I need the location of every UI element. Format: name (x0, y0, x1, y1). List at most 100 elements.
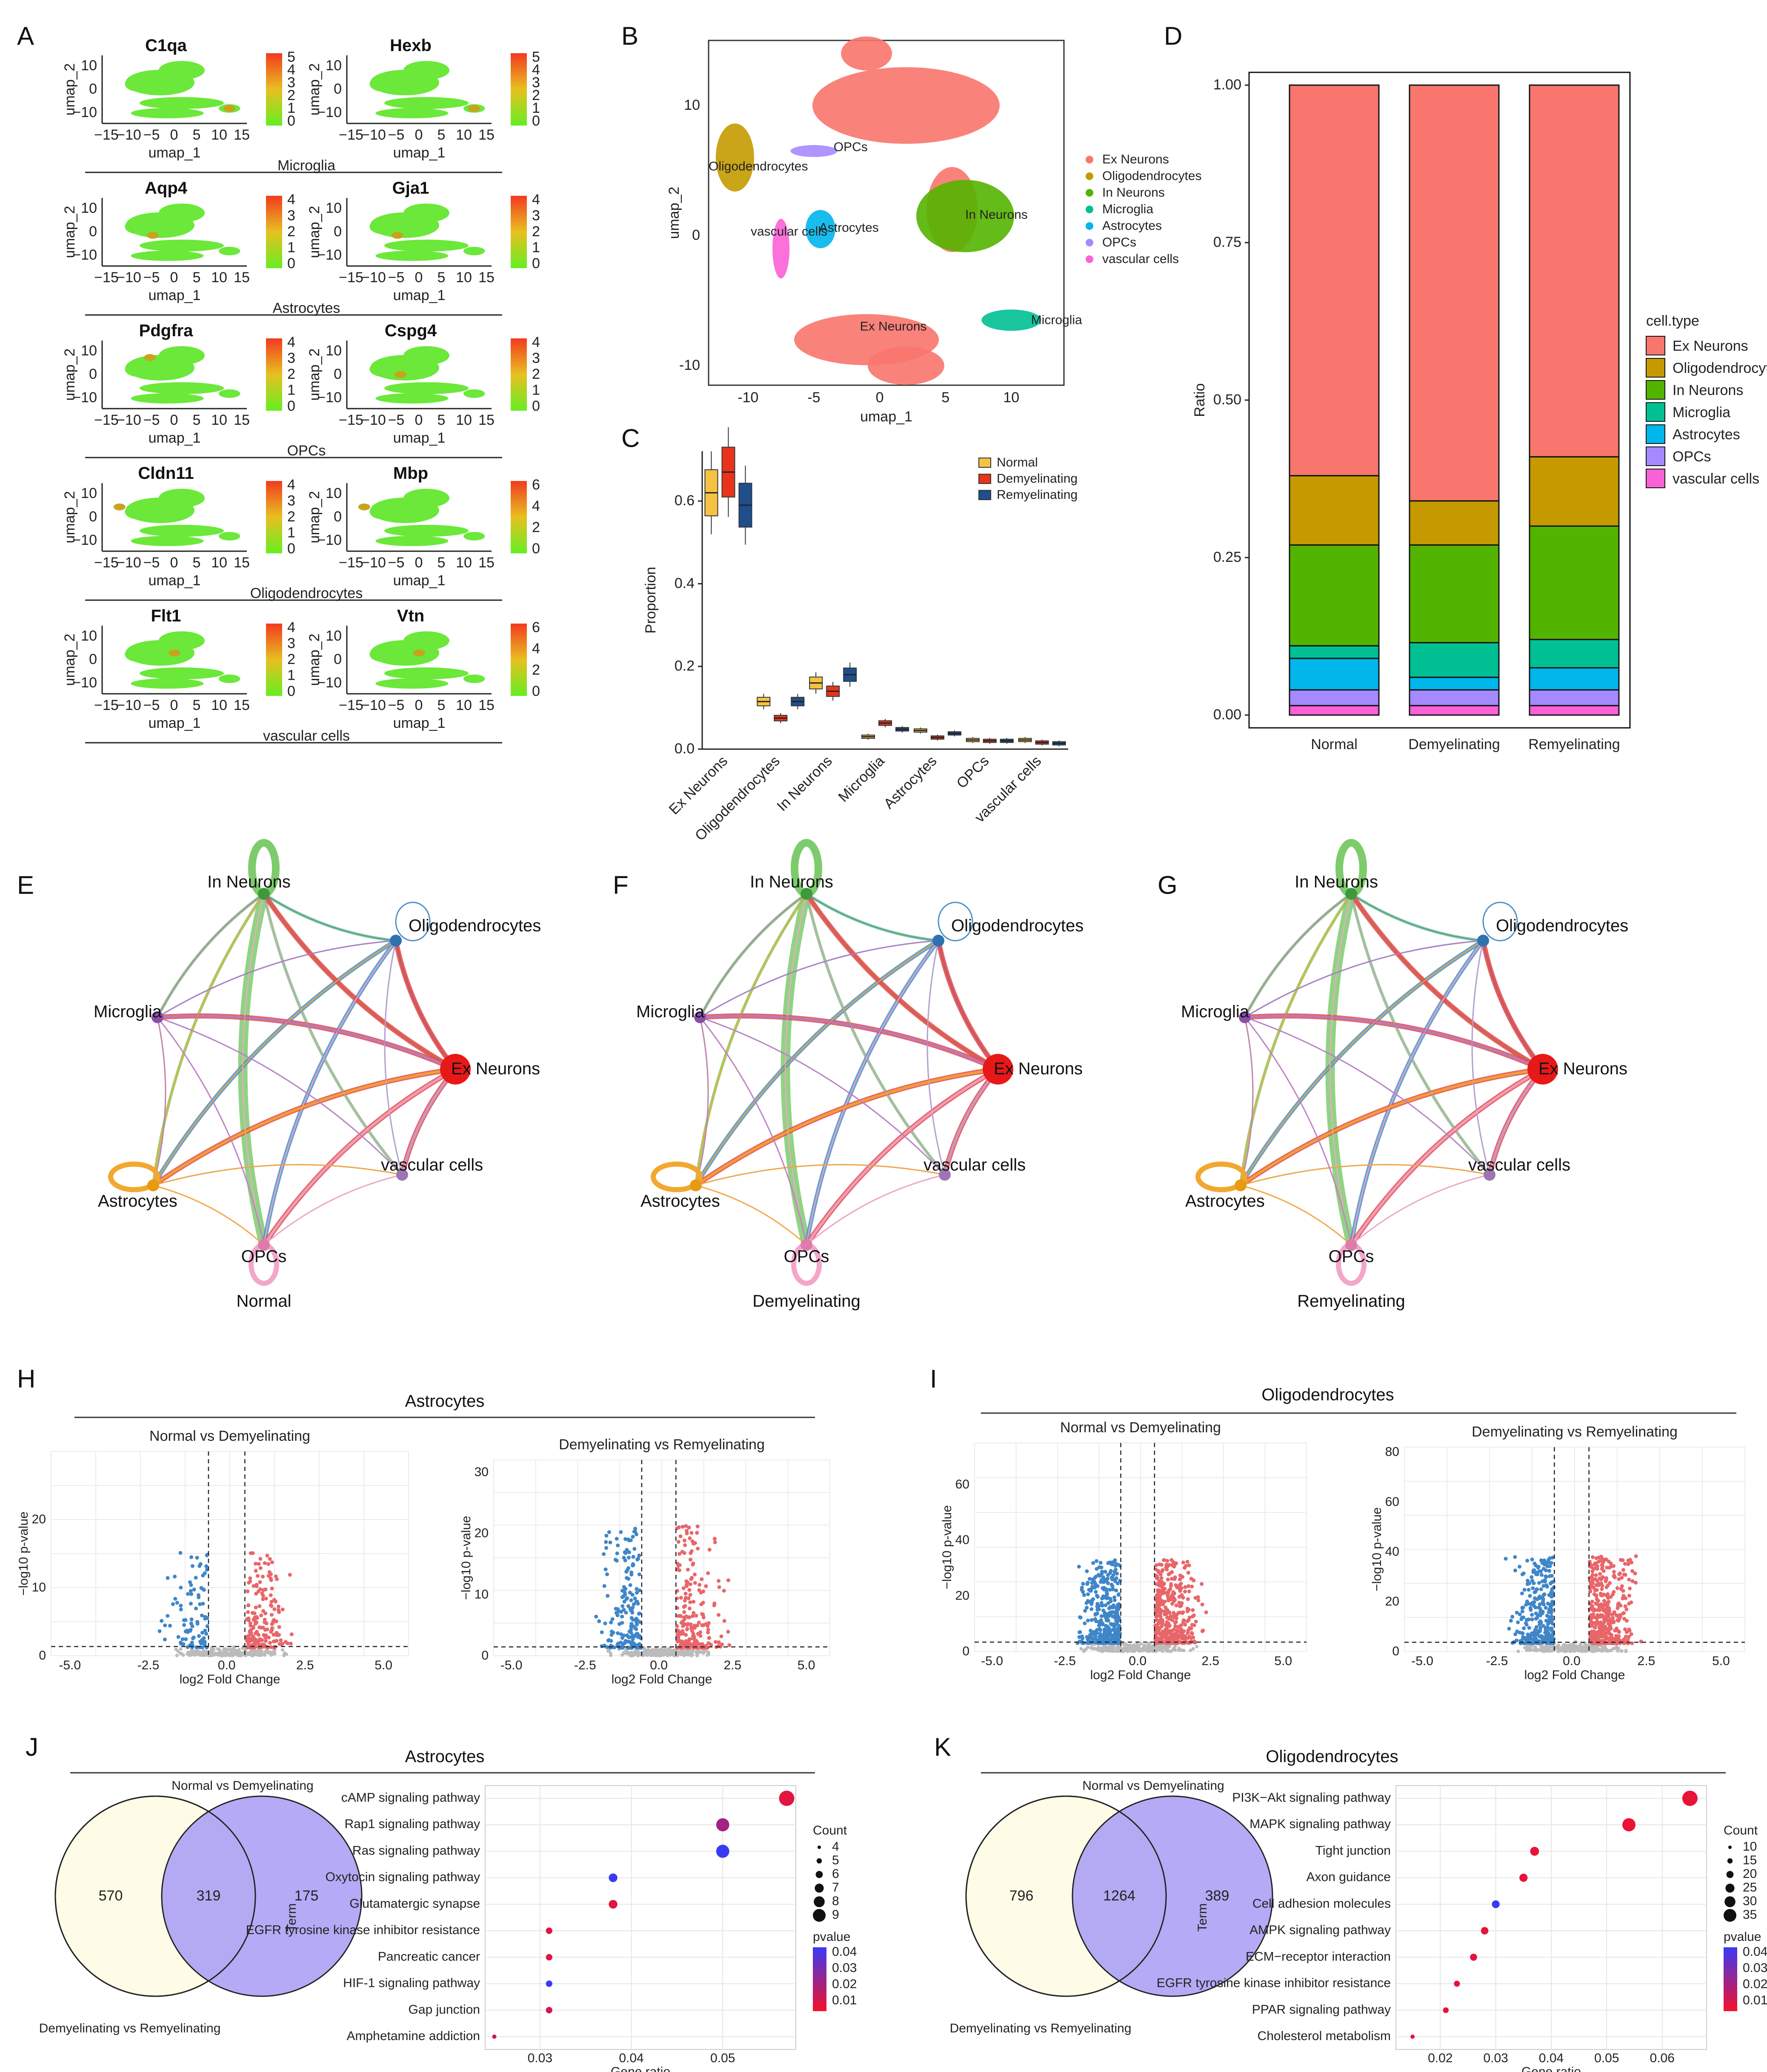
volcano-point-down (1543, 1631, 1547, 1635)
volcano-point-ns (237, 1649, 241, 1653)
colorbar-tick-label: 3 (532, 350, 540, 366)
volcano-point-down (189, 1555, 194, 1559)
volcano-point-ns (281, 1648, 285, 1652)
volcano-point-up (685, 1531, 689, 1536)
expression-hotspot (468, 105, 480, 112)
count-legend-label: 35 (1743, 1908, 1757, 1922)
count-legend-dot (813, 1909, 826, 1922)
y-axis-label: umap_2 (62, 634, 78, 686)
volcano-point-up (269, 1613, 274, 1617)
volcano-point-ns (629, 1651, 633, 1655)
volcano-point-down (160, 1619, 164, 1623)
volcano-point-ns (193, 1650, 197, 1654)
volcano-point-up (1595, 1615, 1599, 1620)
volcano-point-up (1600, 1584, 1604, 1588)
volcano-point-up (1617, 1634, 1621, 1638)
volcano-point-up (706, 1641, 711, 1646)
volcano-point-up (1606, 1583, 1610, 1588)
volcano-point-up (1612, 1574, 1616, 1578)
x-axis-label: log2 Fold Change (612, 1672, 712, 1686)
term-label: Oxytocin signaling pathway (325, 1870, 480, 1884)
volcano-point-ns (1607, 1648, 1611, 1652)
volcano-point-down (1108, 1588, 1112, 1592)
volcano-point-up (269, 1604, 274, 1608)
volcano-point-down (1117, 1592, 1121, 1596)
volcano-point-ns (701, 1651, 705, 1654)
volcano-point-up (1174, 1616, 1178, 1620)
volcano-point-ns (668, 1649, 672, 1653)
volcano-point-ns (1557, 1644, 1561, 1648)
volcano-point-down (625, 1548, 629, 1552)
x-tick-label: -2.5 (574, 1658, 596, 1672)
volcano-point-down (1515, 1611, 1519, 1615)
x-tick-label: 5.0 (375, 1658, 392, 1672)
volcano-point-ns (1123, 1646, 1127, 1650)
y-tick-label: 0 (962, 1644, 969, 1658)
volcano-point-down (605, 1645, 609, 1649)
expression-hotspot (113, 504, 126, 510)
umap-cluster-blob (140, 667, 224, 679)
volcano-point-ns (228, 1654, 232, 1657)
volcano-point-down (1101, 1575, 1105, 1580)
node-label: Oligodendrocytes (409, 916, 541, 935)
volcano-point-down (189, 1589, 193, 1593)
x-axis-label: umap_1 (393, 715, 446, 731)
y-tick-label: 20 (32, 1512, 46, 1526)
volcano-point-up (1602, 1592, 1606, 1597)
volcano-point-ns (260, 1649, 264, 1653)
volcano-point-up (1593, 1588, 1597, 1593)
volcano-point-ns (1109, 1644, 1112, 1648)
volcano-point-down (1507, 1626, 1511, 1631)
volcano-point-down (175, 1601, 179, 1605)
x-tick-label: 0.05 (1594, 2051, 1619, 2065)
volcano-point-up (1598, 1608, 1602, 1612)
x-tick-label: −10 (361, 269, 386, 286)
stacked-bar-segment (1289, 475, 1380, 546)
volcano-point-up (1602, 1599, 1606, 1603)
y-tick-label: 0.2 (675, 658, 695, 674)
volcano-point-up (1593, 1561, 1597, 1565)
volcano-point-up (1194, 1620, 1198, 1624)
venn-set-label-top: Normal vs Demyelinating (1082, 1779, 1224, 1793)
colorbar-tick-label: 6 (532, 619, 540, 635)
volcano-point-ns (1092, 1646, 1096, 1650)
volcano-point-down (182, 1623, 186, 1627)
volcano-point-down (178, 1551, 183, 1555)
volcano-point-up (1157, 1626, 1161, 1630)
volcano-point-down (1541, 1597, 1545, 1601)
y-tick-label: 0.25 (1213, 549, 1241, 565)
volcano-point-ns (1156, 1648, 1160, 1652)
volcano-point-up (688, 1582, 692, 1586)
volcano-point-down (1531, 1570, 1535, 1574)
volcano-point-up (268, 1641, 272, 1645)
volcano-point-up (1155, 1641, 1159, 1645)
volcano-point-ns (1596, 1647, 1600, 1651)
volcano-point-up (687, 1588, 692, 1592)
volcano-point-down (633, 1526, 638, 1531)
volcano-point-down (1091, 1577, 1095, 1582)
volcano-point-up (1166, 1594, 1170, 1598)
term-label: Ras signaling pathway (352, 1843, 480, 1857)
x-axis-label: umap_1 (393, 430, 446, 446)
legend-swatch (1646, 469, 1665, 488)
interaction-edge (806, 893, 939, 942)
volcano-point-up (1590, 1600, 1594, 1604)
y-tick-label: −10 (72, 675, 97, 691)
umap-cluster-microglia (981, 309, 1041, 331)
volcano-point-ns (175, 1654, 179, 1657)
enrichment-dot (546, 1927, 552, 1934)
volcano-point-down (199, 1586, 203, 1590)
venn-count-overlap: 319 (197, 1888, 221, 1904)
volcano-point-up (1157, 1596, 1161, 1600)
count-legend-dot (1728, 1846, 1732, 1849)
umap-cluster-oligodendrocytes (715, 123, 754, 192)
volcano-title: Demyelinating vs Remyelinating (559, 1437, 765, 1453)
volcano-point-down (619, 1610, 623, 1614)
interaction-edge (1240, 1017, 1254, 1186)
legend-label: vascular cells (1673, 471, 1759, 487)
legend-swatch (978, 474, 991, 484)
volcano-point-ns (186, 1652, 189, 1656)
node-label: In Neurons (1295, 873, 1378, 891)
volcano-point-up (280, 1642, 285, 1646)
